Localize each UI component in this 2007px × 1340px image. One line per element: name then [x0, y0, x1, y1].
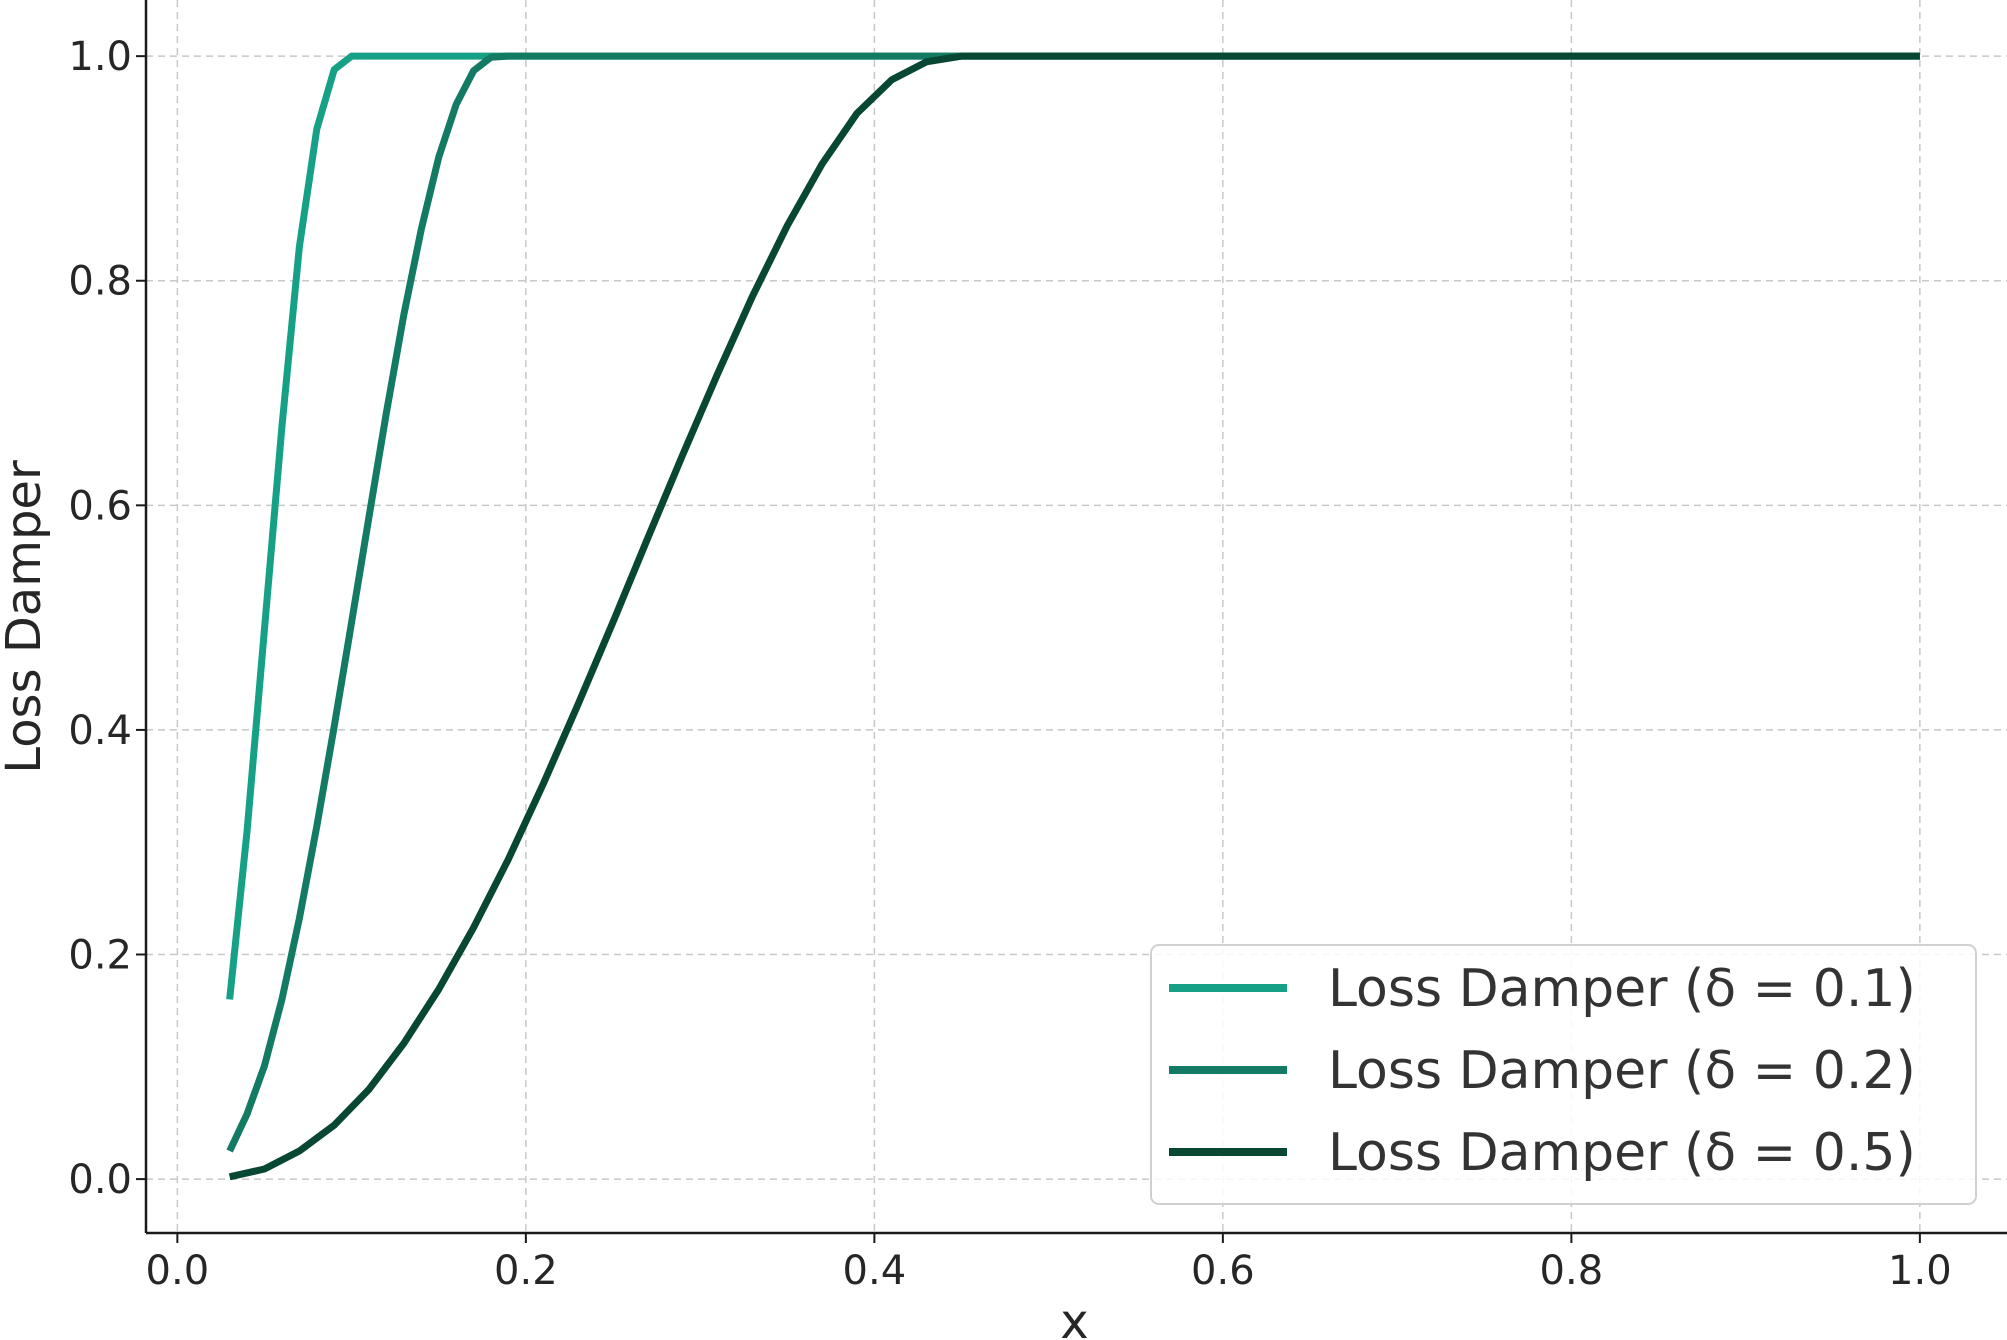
axes: 0.0 0.2 0.4 0.6 0.8 1.0 0.0 0.2 0.4 0.6 0.8 1.0: [68, 0, 2007, 1294]
y-tick-label: 0.2: [68, 933, 132, 979]
series-lines: [226, 52, 1920, 1181]
legend: Loss Damper (δ = 0.1) Loss Damper (δ = 0.…: [1150, 944, 1977, 1205]
y-tick-label: 0.0: [68, 1157, 132, 1203]
legend-frame: [1150, 944, 1977, 1205]
x-tick-label: 1.0: [1888, 1248, 1952, 1294]
y-tick-label: 0.4: [68, 708, 132, 754]
y-tick-label: 0.6: [68, 483, 132, 529]
y-tick-label: 0.8: [68, 259, 132, 305]
legend-entry-label: Loss Damper (δ = 0.1): [1328, 959, 1916, 1019]
legend-entry-label: Loss Damper (δ = 0.5): [1328, 1123, 1916, 1183]
x-tick-label: 0.8: [1540, 1248, 1604, 1294]
y-tick-label: 1.0: [68, 34, 132, 80]
x-tick-label: 0.4: [843, 1248, 907, 1294]
x-tick-label: 0.2: [494, 1248, 558, 1294]
series-line-delta-0-1: [226, 52, 1920, 1000]
legend-entry-label: Loss Damper (δ = 0.2): [1328, 1041, 1916, 1101]
series-line-delta-0-5: [228, 52, 1920, 1181]
y-axis-label: Loss Damper: [0, 460, 52, 774]
x-axis-label: x: [1060, 1294, 1088, 1340]
x-tick-label: 0.6: [1191, 1248, 1255, 1294]
x-tick-label: 0.0: [146, 1248, 210, 1294]
